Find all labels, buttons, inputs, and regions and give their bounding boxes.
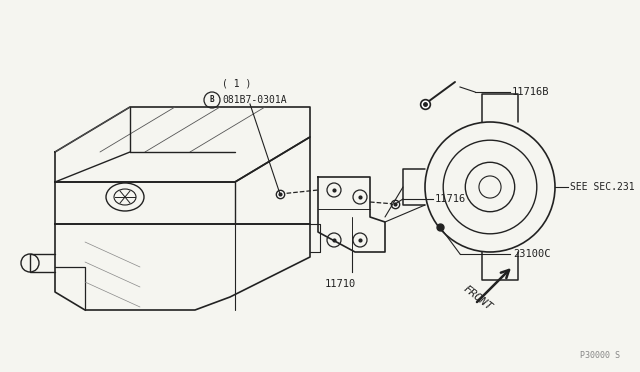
Text: SEE SEC.231: SEE SEC.231 — [570, 182, 635, 192]
Text: FRONT: FRONT — [461, 283, 493, 312]
Text: 081B7-0301A: 081B7-0301A — [222, 95, 287, 105]
Text: 11716B: 11716B — [512, 87, 550, 97]
Text: 23100C: 23100C — [513, 249, 550, 259]
Text: 11716: 11716 — [435, 194, 467, 204]
Text: B: B — [210, 96, 214, 105]
Text: 11710: 11710 — [324, 279, 356, 289]
Text: P30000 S: P30000 S — [580, 351, 620, 360]
Text: ( 1 ): ( 1 ) — [222, 79, 252, 89]
